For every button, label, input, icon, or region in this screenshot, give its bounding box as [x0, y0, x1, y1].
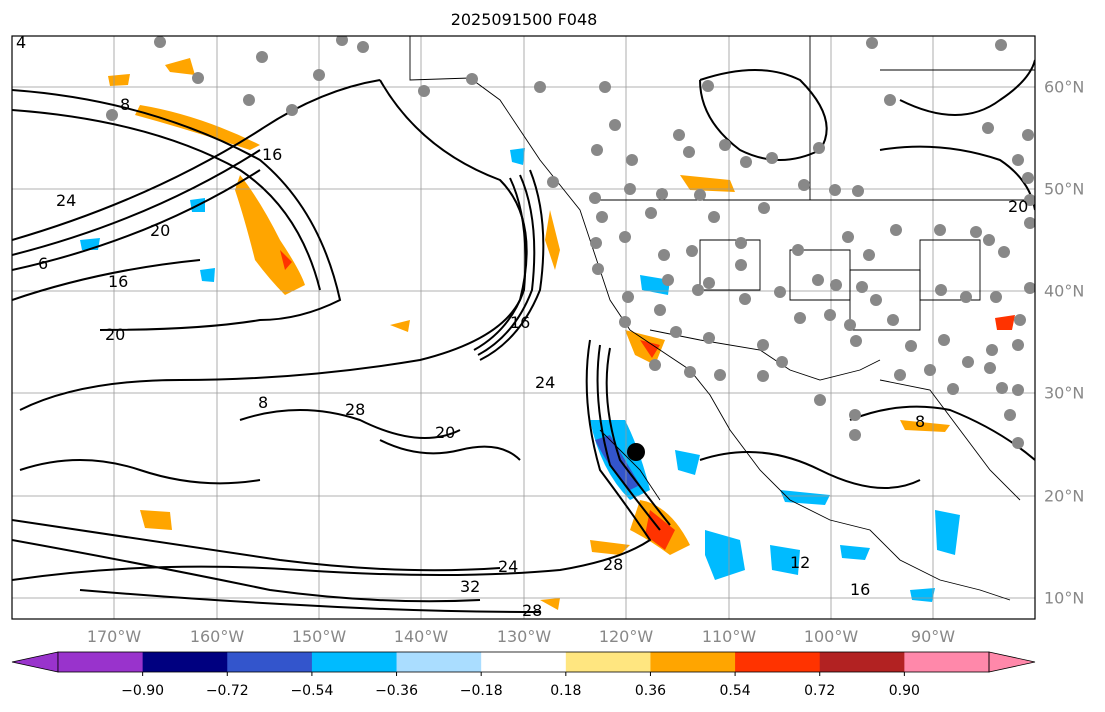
- contour-label: 16: [510, 313, 530, 332]
- contour-label: 8: [915, 412, 925, 431]
- colorbar-extend-min: [11, 651, 59, 673]
- longitude-label: 170°W: [86, 627, 142, 646]
- colorbar-segment: [58, 652, 144, 672]
- contour-label: 20: [1008, 197, 1028, 216]
- colorbar-tick-label: 0.90: [888, 683, 920, 699]
- longitude-label: 100°W: [803, 627, 859, 646]
- colorbar-segment: [735, 652, 821, 672]
- colorbar: [11, 651, 1036, 676]
- contour-label: 12: [790, 553, 810, 572]
- colorbar-segment: [142, 652, 228, 672]
- contour-label: 4: [16, 33, 26, 52]
- contour-label: 20: [105, 325, 125, 344]
- contour-lines: [12, 59, 1035, 613]
- latitude-label: 10°N: [1044, 588, 1085, 608]
- colorbar-segment: [481, 652, 567, 672]
- contour-label: 6: [38, 254, 48, 273]
- contour-label: 16: [262, 145, 282, 164]
- colorbar-segment: [650, 652, 736, 672]
- contour-label: 28: [345, 400, 365, 419]
- latitude-label: 30°N: [1044, 383, 1085, 403]
- contour-label: 28: [603, 555, 623, 574]
- contour-label: 8: [258, 393, 268, 412]
- latitude-label: 50°N: [1044, 179, 1085, 199]
- colorbar-segment: [565, 652, 651, 672]
- colorbar-tick-label: −0.90: [121, 683, 165, 699]
- colorbar-tick-label: 0.72: [804, 683, 836, 699]
- longitude-label: 90°W: [910, 627, 956, 646]
- contour-label: 16: [108, 272, 128, 291]
- contour-label: 24: [56, 191, 76, 210]
- center-marker: [627, 443, 645, 461]
- longitude-label: 130°W: [496, 627, 552, 646]
- colorbar-tick-label: −0.36: [375, 683, 418, 699]
- shaded-positive-areas: [108, 58, 1015, 610]
- colorbar-tick-label: 0.54: [719, 683, 751, 699]
- longitude-label: 120°W: [598, 627, 654, 646]
- latitude-label: 60°N: [1044, 77, 1085, 97]
- colorbar-tick-label: −0.72: [205, 683, 249, 699]
- contour-label: 20: [150, 221, 170, 240]
- latitude-label: 20°N: [1044, 486, 1085, 506]
- longitude-label: 110°W: [701, 627, 757, 646]
- colorbar-segment: [227, 652, 313, 672]
- contour-label: 8: [120, 95, 130, 114]
- colorbar-tick-label: 0.36: [634, 683, 667, 699]
- latitude-label: 40°N: [1044, 281, 1085, 301]
- contour-label: 24: [535, 373, 555, 392]
- colorbar-segment: [396, 652, 482, 672]
- shaded-negative-areas: [80, 148, 960, 602]
- colorbar-segment: [311, 652, 398, 672]
- longitude-label: 150°W: [291, 627, 347, 646]
- map-frame: [11, 35, 1036, 620]
- map-title: 2025091500 F048: [450, 10, 598, 29]
- longitude-label: 160°W: [189, 627, 245, 646]
- contour-label: 24: [498, 557, 518, 576]
- colorbar-tick-label: −0.54: [290, 683, 334, 699]
- contour-label: 20: [435, 423, 455, 442]
- colorbar-tick-label: 0.18: [550, 683, 582, 699]
- contour-label: 32: [460, 577, 480, 596]
- contour-label: 28: [522, 601, 542, 620]
- longitude-label: 140°W: [393, 627, 449, 646]
- colorbar-segment: [904, 652, 990, 672]
- contour-label: 16: [850, 580, 870, 599]
- coastlines: [409, 36, 1035, 601]
- station-markers: [106, 36, 1035, 449]
- colorbar-tick-label: −0.18: [459, 683, 503, 699]
- colorbar-extend-max: [988, 651, 1036, 673]
- colorbar-segment: [819, 652, 905, 672]
